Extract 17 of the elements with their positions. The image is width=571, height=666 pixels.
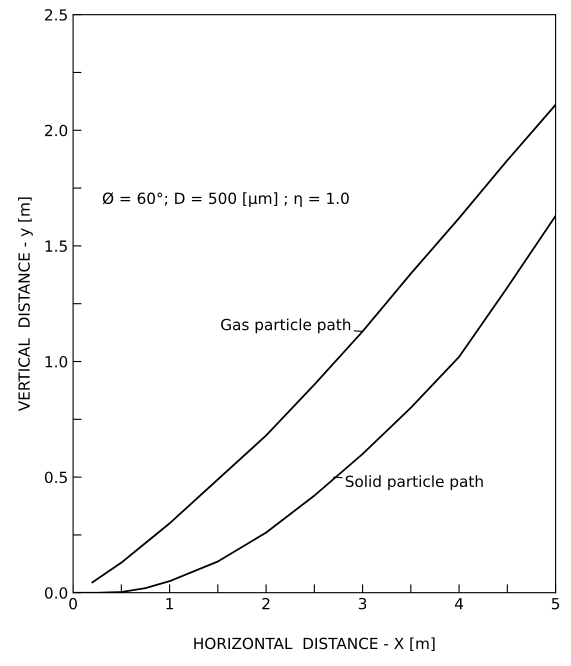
y-tick-label: 0.0 xyxy=(44,587,68,599)
x-tick-label: 0 xyxy=(69,598,77,610)
annotation: Gas particle path xyxy=(221,318,350,334)
y-tick-label: 2.0 xyxy=(45,124,68,136)
x-tick-label: 4 xyxy=(454,598,464,610)
x-tick-label: 3 xyxy=(358,598,366,610)
x-tick-label: 2 xyxy=(262,598,270,610)
x-axis-title: HORIZONTAL DISTANCE - X [m] xyxy=(194,637,435,652)
y-axis-title: VERTICAL DISTANCE - y [m] xyxy=(18,197,33,412)
x-tick-label: 1 xyxy=(166,598,174,610)
y-tick-label: 1.0 xyxy=(46,356,68,368)
annotation: Solid particle path xyxy=(346,475,483,490)
annotation: Ø = 60°; D = 500 [μm] ; η = 1.0 xyxy=(102,192,349,208)
y-tick-label: 2.5 xyxy=(45,9,67,21)
y-tick-label: 0.5 xyxy=(44,472,67,484)
x-tick-label: 5 xyxy=(552,598,560,610)
y-tick-label: 1.5 xyxy=(46,240,67,252)
